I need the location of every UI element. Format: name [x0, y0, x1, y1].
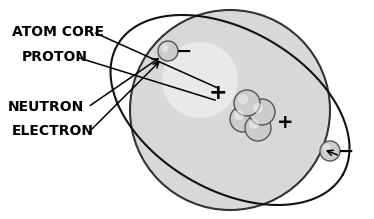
Text: −: − [338, 141, 354, 161]
Text: ATOM CORE: ATOM CORE [12, 25, 104, 39]
Circle shape [162, 42, 238, 118]
Circle shape [130, 10, 330, 210]
Circle shape [234, 90, 260, 116]
Text: PROTON: PROTON [22, 50, 88, 64]
Circle shape [234, 110, 244, 120]
Circle shape [230, 106, 256, 132]
Circle shape [158, 41, 178, 61]
Text: −: − [176, 41, 192, 60]
Circle shape [238, 94, 248, 104]
Circle shape [161, 44, 169, 52]
Circle shape [253, 103, 263, 113]
Text: ELECTRON: ELECTRON [12, 124, 94, 138]
Circle shape [320, 141, 340, 161]
Circle shape [323, 144, 331, 152]
Circle shape [249, 119, 259, 129]
Circle shape [249, 99, 275, 125]
Text: NEUTRON: NEUTRON [8, 100, 84, 114]
Circle shape [245, 115, 271, 141]
Text: +: + [277, 113, 293, 131]
Text: +: + [209, 83, 227, 103]
